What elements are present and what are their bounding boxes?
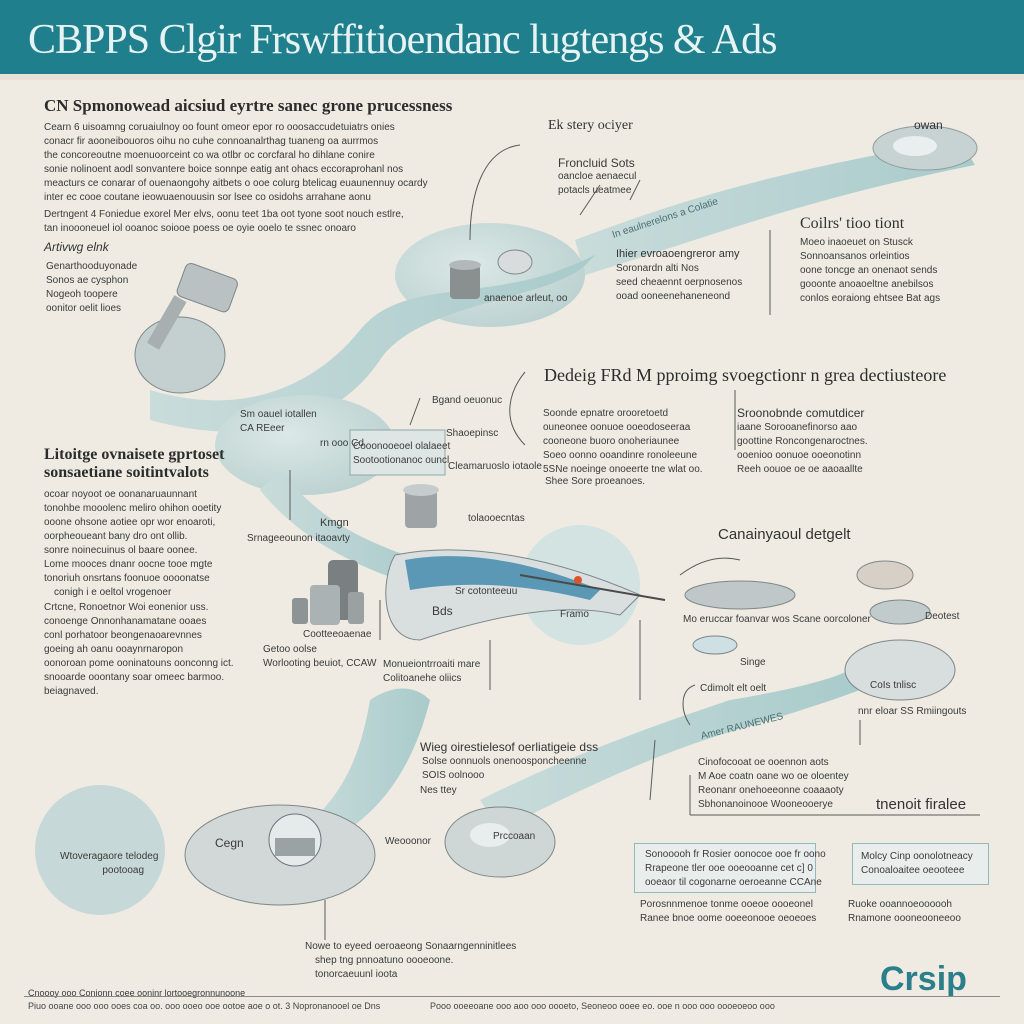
bowl-icon [497, 249, 533, 275]
cup-icon [405, 490, 437, 528]
right-block-heading: Coilrs' tioo tiont [800, 215, 905, 232]
recirc-label: tolaooecntas [468, 513, 525, 524]
process-col-1-footer: Shee Sore proeanoes. [545, 476, 646, 487]
cart-sing-label: Singe [740, 657, 766, 668]
lower-right-heading: tnenoit firalee [876, 796, 967, 813]
top-flow-label: Ek stery ociyer [548, 118, 633, 133]
mid-left-callout: conigh i e oeltol vrogenoer [54, 587, 172, 598]
stage-2-label: Sm oauel iotallen CA REeer [240, 409, 317, 434]
stage-label: Froncluid Sots oancloe aenaecul potacls … [558, 156, 637, 196]
proc-label: Prccoaan [493, 831, 536, 842]
intro-paragraph-1: Cearn 6 uisoamng coruaiulnoy oo fount om… [44, 122, 428, 203]
process-col-2: iaane Sorooanefinorso aao goottine Ronco… [737, 422, 868, 475]
process-col-1: Soonde epnatre orooretoetd ouneonee oonu… [543, 408, 703, 475]
pot-label: anaenoe arleut, oo [484, 293, 568, 304]
cart-mid-label: Mo eruccar foanvar wos Scane oorcoloner [683, 614, 871, 625]
cart-right-label: Deotest [925, 611, 960, 622]
left-vat-label: Srnageeounon itaoavty [247, 533, 350, 544]
top-right-label: owan [914, 118, 943, 132]
geto-label: Getoo oolse [263, 644, 317, 655]
coor-label: Cootteeoaenae [303, 629, 372, 640]
footer-divider [24, 996, 1000, 997]
man-label: Monueiontrroaiti mare Colitoanehe oliics [383, 659, 481, 684]
boat-label-2: Bds [432, 604, 453, 618]
main-ribbon [150, 254, 596, 432]
info-box-2-footer: Ruoke ooannoeoooooh Rnamone oooneooneeoo [848, 899, 961, 924]
lower-flow-heading: Wieg oirestielesof oerliatigeie dss [420, 740, 599, 754]
cart-elbr-label: nnr eloar SS Rmiingouts [858, 706, 967, 717]
cel-label: rn ooo Cd [320, 438, 364, 449]
mid-left-heading: Litoitge ovnaisete gprtoset sonsaetiane … [44, 446, 225, 481]
page-title: CBPPS Clgir Frswffitioendanc lugtengs & … [28, 17, 777, 63]
top-ribbon [575, 140, 975, 275]
box-label: Cooonooeoel olalaeet Sootootionanoc ounc… [353, 441, 451, 466]
cart-heading: Canainyaoul detgelt [718, 526, 851, 543]
cart-cone-label: CoIs tnlisc [870, 680, 917, 691]
sty-label: Nes ttey [420, 785, 457, 796]
lower-ribbon [480, 670, 860, 830]
process-heading: Dedeig FRd M pproimg svoegctionr n grea … [544, 365, 947, 385]
left-machine-base [134, 316, 226, 394]
right-block-text: Moeo inaoeuet on Stusck Sonnoansanos orl… [800, 237, 941, 304]
mid-left-paragraph-2: Crtcne, Ronoetnor Woi eonenior uss. cono… [44, 602, 234, 697]
cart-connect-label: Cdimolt elt oelt [700, 683, 767, 694]
pot-icon [450, 265, 480, 299]
header-banner: CBPPS Clgir Frswffitioendanc lugtengs & … [0, 0, 1024, 74]
header-band [0, 74, 1024, 80]
brand-logo: Crsip [880, 960, 967, 998]
grad-label: Bgand oeuonuc [432, 395, 503, 406]
bottom-circle-label: Wtoveragaore telodeg pootooag [60, 851, 159, 876]
center-block-text: Soronardn alti Nos seed cheaennt oerpnos… [616, 263, 743, 302]
info-box-1-footer: Porosnnmenoe tonme ooeoe oooeonel Ranee … [640, 899, 817, 924]
fram-label: Framo [560, 609, 589, 620]
sep-label: Shaoepinsc [446, 428, 499, 439]
center-block-heading: Ihier evroaoengreror amy [616, 248, 740, 260]
cegn-label: Cegn [215, 836, 244, 850]
bottom-note: Nowe to eyeed oeroaeong Sonaarngenninitl… [305, 941, 517, 980]
wat-label: Worlooting beuiot, CCAW [263, 658, 377, 669]
lower-right-text: Cinofocooat oe ooennon aots M Aoe coatn … [698, 757, 849, 810]
bottom-bubble [35, 785, 165, 915]
mid-left-paragraph-1: ocoar noyoot oe oonanaruaunnant tonohbe … [44, 489, 222, 584]
boat-label-1: Sr cotonteeuu [455, 586, 518, 597]
lower-flow-text: Solse oonnuols onenoosponcheenne SOIS oo… [422, 756, 587, 781]
lens-device [844, 639, 956, 701]
info-box-1: Sonooooh fr Rosier oonocoe ooe fr oono R… [634, 843, 826, 893]
mix-label: Kmgn [320, 517, 349, 529]
chem-label: Cleamaruoslo iotaole [448, 461, 542, 472]
info-box-2: Molcy Cinp oonolotneacy Conoaloaitee oeo… [852, 843, 989, 885]
intro-list: Genarthooduyonade Sonos ae cysphon Nogeo… [46, 261, 138, 314]
cart-device [684, 580, 796, 610]
intro-paragraph-2: Dertngent 4 Foniedue exorel Mer elvs, oo… [44, 209, 404, 234]
footer-left-text: Cnoooy ooo Conionn coee ooninr lortooegr… [28, 988, 246, 998]
wear-label: Weooonor [385, 836, 431, 847]
process-col-2-heading: Sroonobnde comutdicer [737, 406, 865, 420]
intro-heading: CN Spmonowead aicsiud eyrtre sanec grone… [44, 96, 453, 115]
intro-subheading: Artivwg elnk [44, 240, 109, 254]
footer-sub-right: Pooo ooeeoane ooo aoo ooo oooeto, Seoneo… [430, 1001, 775, 1011]
footer-sub-left: Piuo ooane ooo ooo ooes coa oo. ooo ooeo… [28, 1001, 381, 1011]
